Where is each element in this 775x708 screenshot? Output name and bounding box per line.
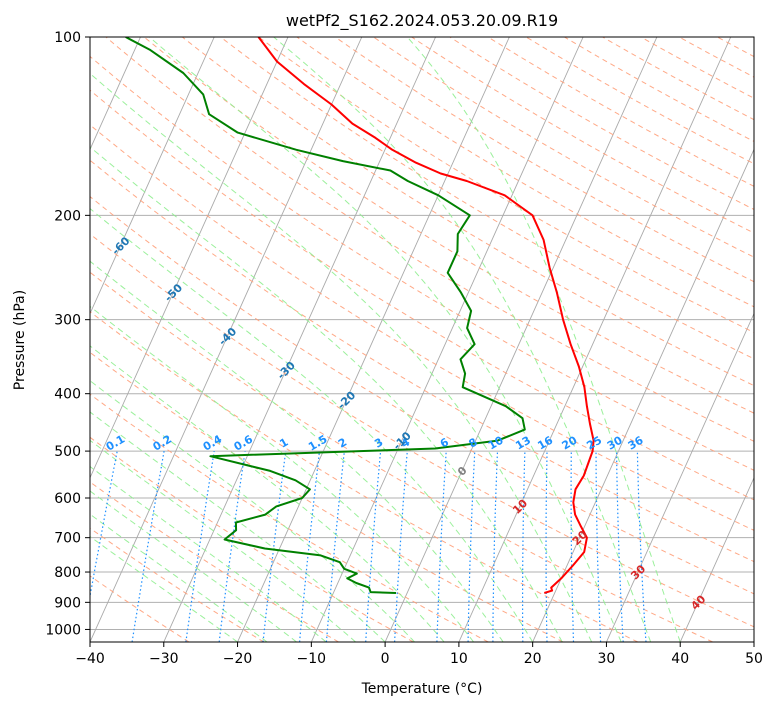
dry-adiabat-line: [334, 37, 754, 283]
x-tick-label: −20: [223, 651, 253, 667]
x-tick-label: −30: [149, 651, 179, 667]
mixing-ratio-line: [262, 451, 287, 642]
isotherm-line: [90, 37, 363, 642]
plot-area: 0.10.20.40.611.52346810131620253036-100-…: [90, 37, 754, 642]
y-tick-label: 300: [54, 313, 81, 329]
y-axis-title: Pressure (hPa): [12, 290, 28, 390]
y-axis: 100 200 300 400 500 600 700 800 900 1000: [45, 30, 90, 638]
isotherm-line: [458, 37, 732, 642]
dry-adiabat-line: [90, 159, 754, 563]
y-tick-label: 400: [54, 387, 81, 403]
isotherm-line: [679, 476, 754, 642]
dry-adiabat-line: [90, 271, 713, 642]
dry-adiabat-lines: [90, 37, 754, 642]
dry-adiabat-line: [90, 481, 339, 642]
dry-adiabat-line: [296, 37, 754, 308]
isotherm-line: [237, 37, 510, 642]
isotherm-line: [90, 37, 215, 315]
y-tick-label: 1000: [45, 622, 81, 638]
moist-adiabat-line: [90, 72, 593, 642]
chart-title: wetPf2_S162.2024.053.20.09.R19: [286, 11, 558, 31]
temperature-line: [257, 37, 595, 594]
y-tick-label: 600: [54, 491, 81, 507]
mixing-ratio-line: [90, 450, 118, 600]
x-axis-title: Temperature (°C): [361, 681, 483, 697]
moist-adiabat-line: [90, 439, 356, 642]
dry-adiabat-line: [90, 436, 414, 642]
y-tick-label: 900: [54, 595, 81, 611]
moist-adiabat-line: [148, 37, 622, 642]
moist-adiabat-line: [90, 513, 268, 642]
x-tick-label: 40: [671, 651, 689, 667]
mixing-ratio-line: [218, 451, 246, 642]
moist-adiabat-line: [90, 146, 563, 642]
isotherm-line: [384, 37, 658, 642]
isotherm-line: [163, 37, 437, 642]
isotherm-line: [310, 37, 584, 642]
moist-adiabat-line: [90, 207, 534, 642]
moist-adiabat-line: [90, 305, 475, 642]
dry-adiabat-line: [90, 195, 754, 595]
y-tick-label: 500: [54, 444, 81, 460]
moist-adiabat-line: [90, 535, 238, 642]
x-tick-label: 30: [598, 651, 616, 667]
dewpoint-line: [125, 37, 526, 594]
mixing-ratio-lines: [90, 450, 647, 642]
y-tick-label: 100: [54, 30, 81, 46]
x-tick-label: 20: [524, 651, 542, 667]
plot-frame: [89, 36, 755, 643]
x-tick-label: 50: [745, 651, 763, 667]
dry-adiabat-line: [90, 124, 754, 531]
isotherm-line: [90, 37, 141, 151]
moist-adiabat-line: [90, 411, 386, 642]
x-tick-label: 10: [450, 651, 468, 667]
moist-adiabat-line: [90, 490, 297, 642]
sounding-series: [125, 37, 595, 594]
dry-adiabat-line: [220, 37, 754, 360]
moist-adiabat-line: [90, 260, 504, 642]
moist-adiabat-line: [273, 37, 652, 642]
isotherm-line: [532, 148, 754, 642]
x-axis: −40 −30 −20 −10 0 10 20 30 40 50: [75, 642, 763, 667]
dry-adiabat-line: [449, 37, 754, 211]
dry-adiabat-line: [105, 37, 754, 442]
mixing-ratio-line: [185, 451, 215, 642]
x-tick-label: 0: [381, 651, 390, 667]
dry-adiabat-line: [411, 37, 754, 234]
dry-adiabat-line: [90, 233, 754, 628]
dry-adiabat-line: [143, 37, 754, 414]
y-tick-label: 800: [54, 565, 81, 581]
isotherm-line: [90, 37, 289, 479]
dry-adiabat-line: [564, 37, 754, 143]
y-tick-label: 700: [54, 531, 81, 547]
isotherm-grid: [90, 37, 754, 642]
mixing-ratio-line: [131, 450, 165, 642]
x-tick-label: −10: [297, 651, 327, 667]
dry-adiabat-line: [90, 311, 639, 642]
x-tick-label: −40: [75, 651, 105, 667]
isotherm-line: [606, 312, 754, 642]
y-tick-label: 200: [54, 208, 81, 224]
dry-adiabat-line: [181, 37, 754, 387]
